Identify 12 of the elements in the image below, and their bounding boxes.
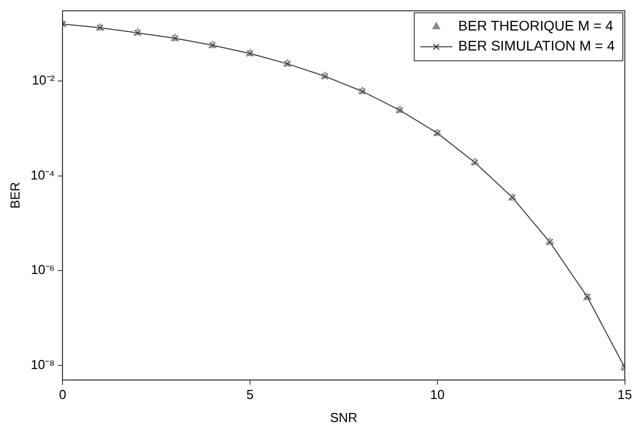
x-tick-label: 15: [618, 387, 632, 402]
y-axis-title: BER: [7, 182, 22, 209]
x-tick-label: 5: [246, 387, 254, 402]
x-axis-title: SNR: [330, 410, 358, 425]
legend-label: BER THEORIQUE M = 4: [458, 18, 614, 34]
y-tick-label: 10⁻⁴: [30, 167, 55, 182]
x-tick-label: 10: [430, 387, 445, 402]
legend-label: BER SIMULATION M = 4: [458, 38, 615, 54]
y-tick-label: 10⁻⁶: [30, 262, 55, 278]
x-tick-label: 0: [59, 387, 66, 402]
y-tick-label: 10⁻⁸: [30, 357, 55, 372]
y-tick-label: 10⁻²: [32, 72, 56, 88]
